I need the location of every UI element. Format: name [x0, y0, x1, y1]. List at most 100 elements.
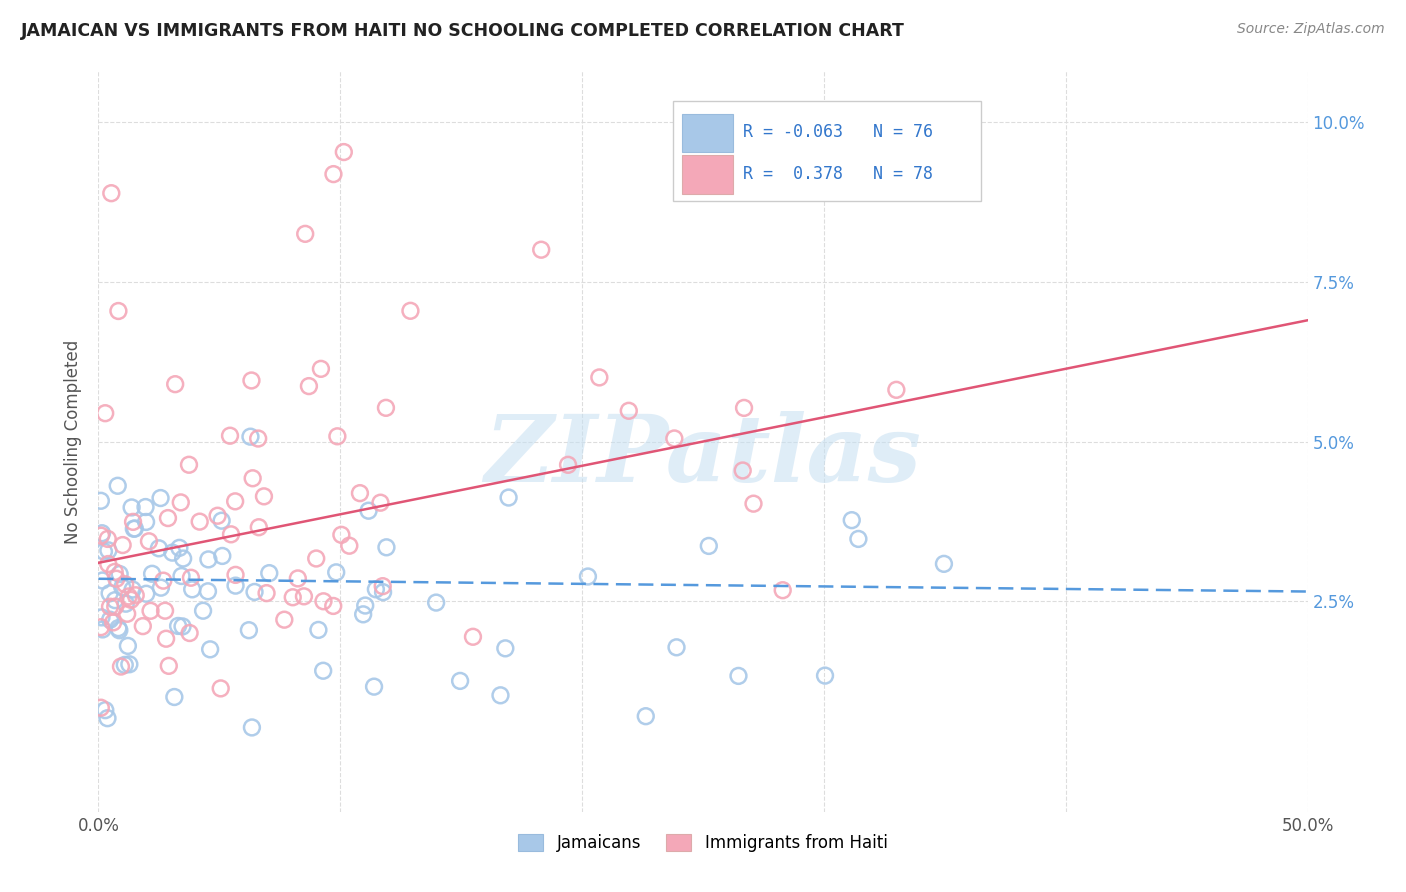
Point [240, 721, 263, 735]
Point [104, 565, 127, 579]
Point [294, 227, 316, 241]
Point [104, 599, 127, 614]
Point [375, 401, 398, 415]
Point [325, 566, 347, 580]
Point [240, 374, 263, 388]
Point [156, 511, 179, 525]
Point [498, 491, 520, 505]
Point [97, 543, 120, 558]
Point [307, 623, 329, 637]
Point [91, 574, 114, 588]
Point [90, 493, 112, 508]
Point [108, 624, 131, 638]
Point [326, 429, 349, 443]
Point [93, 544, 115, 558]
Point [461, 630, 484, 644]
Point [148, 541, 170, 556]
Point [238, 624, 260, 638]
Text: JAMAICAN VS IMMIGRANTS FROM HAITI NO SCHOOLING COMPLETED CORRELATION CHART: JAMAICAN VS IMMIGRANTS FROM HAITI NO SCH… [21, 22, 905, 40]
Point [287, 571, 309, 585]
Point [576, 569, 599, 583]
Point [399, 303, 422, 318]
Point [886, 383, 908, 397]
Point [90, 620, 112, 634]
Point [259, 566, 281, 581]
Point [172, 551, 194, 566]
Point [98, 599, 121, 614]
Point [108, 567, 131, 582]
Point [322, 599, 344, 613]
Point [96, 711, 118, 725]
Point [141, 566, 163, 581]
Point [117, 639, 139, 653]
Point [111, 580, 134, 594]
Point [120, 592, 142, 607]
Text: ZIPatlas: ZIPatlas [485, 411, 921, 501]
Point [253, 489, 276, 503]
Point [848, 532, 870, 546]
Point [105, 572, 128, 586]
Point [309, 362, 332, 376]
Point [281, 591, 304, 605]
Point [114, 657, 136, 672]
Point [337, 539, 360, 553]
Point [118, 657, 141, 672]
Point [107, 304, 129, 318]
Point [731, 463, 754, 477]
Point [634, 709, 657, 723]
Point [211, 514, 233, 528]
Point [121, 500, 143, 515]
Point [247, 520, 270, 534]
FancyBboxPatch shape [672, 101, 981, 201]
Point [152, 574, 174, 588]
Point [98, 586, 121, 600]
Point [149, 581, 172, 595]
Text: R = -0.063   N = 76: R = -0.063 N = 76 [742, 123, 934, 141]
Point [163, 690, 186, 704]
Point [132, 619, 155, 633]
Point [135, 515, 157, 529]
Y-axis label: No Schooling Completed: No Schooling Completed [65, 340, 83, 543]
Text: Source: ZipAtlas.com: Source: ZipAtlas.com [1237, 22, 1385, 37]
Point [224, 494, 246, 508]
Point [292, 590, 315, 604]
Point [333, 145, 356, 159]
Point [742, 497, 765, 511]
Point [256, 586, 278, 600]
Point [111, 538, 134, 552]
Point [197, 552, 219, 566]
Point [489, 688, 512, 702]
Point [375, 541, 398, 555]
Point [90, 610, 112, 624]
Point [305, 551, 328, 566]
Point [121, 582, 143, 597]
Text: R =  0.378   N = 78: R = 0.378 N = 78 [742, 164, 934, 183]
Point [107, 621, 129, 635]
Point [165, 377, 187, 392]
Point [188, 515, 211, 529]
Point [449, 673, 471, 688]
Point [733, 401, 755, 415]
Point [135, 587, 157, 601]
Point [312, 664, 335, 678]
Point [371, 585, 394, 599]
Point [243, 585, 266, 599]
Point [363, 680, 385, 694]
Point [157, 658, 180, 673]
Point [198, 642, 221, 657]
Point [312, 594, 335, 608]
Point [371, 579, 394, 593]
Point [149, 491, 172, 505]
Point [98, 613, 121, 627]
Point [122, 522, 145, 536]
Point [125, 588, 148, 602]
Point [153, 604, 176, 618]
Point [209, 681, 232, 696]
Point [179, 626, 201, 640]
Point [124, 521, 146, 535]
Point [219, 428, 242, 442]
Point [425, 596, 447, 610]
Point [97, 532, 120, 546]
Point [697, 539, 720, 553]
Point [114, 577, 136, 591]
